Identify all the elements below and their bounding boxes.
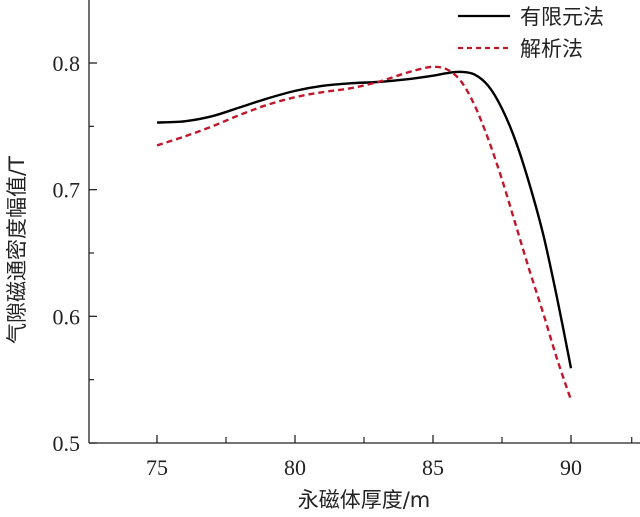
x-tick-label: 80 — [284, 455, 306, 480]
y-ticks: 0.5 0.6 0.7 0.8 — [53, 51, 97, 456]
legend-label-analytic: 解析法 — [520, 37, 583, 61]
legend-label-fem: 有限元法 — [520, 5, 604, 29]
series-line-analytic — [156, 65, 573, 401]
x-tick-label: 85 — [422, 455, 444, 480]
series-group — [156, 65, 573, 401]
y-tick-label: 0.7 — [53, 178, 81, 203]
x-ticks: 75 80 85 90 — [146, 435, 633, 480]
x-tick-label: 75 — [146, 455, 168, 480]
y-axis-title: 气隙磁通密度幅值/T — [5, 156, 29, 344]
plot-axes: 0.5 0.6 0.7 0.8 75 80 85 90 — [53, 0, 640, 480]
y-tick-label: 0.6 — [53, 304, 81, 329]
legend: 有限元法 解析法 — [458, 5, 604, 61]
x-tick-label: 90 — [560, 455, 582, 480]
y-tick-label: 0.5 — [53, 431, 81, 456]
series-line-fem — [156, 70, 573, 369]
x-axis-title: 永磁体厚度/m — [298, 488, 431, 512]
y-tick-label: 0.8 — [53, 51, 81, 76]
